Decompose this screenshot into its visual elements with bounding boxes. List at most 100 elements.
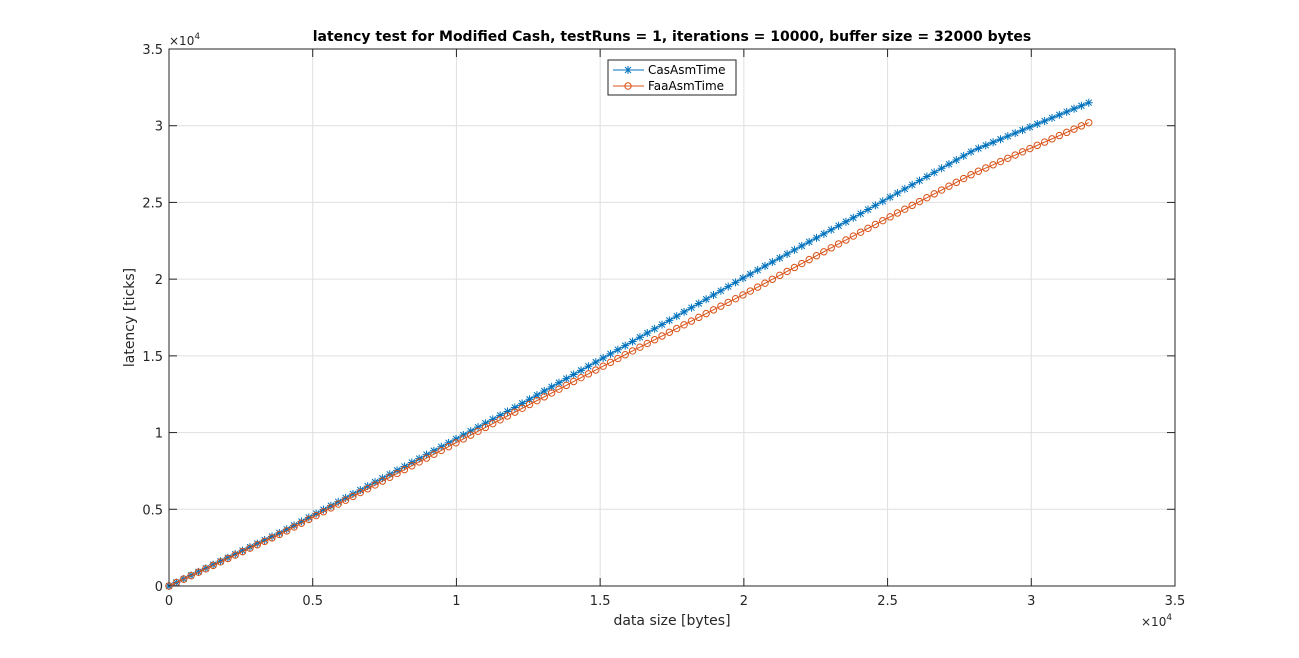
series-marker — [349, 492, 357, 501]
series-marker — [746, 270, 755, 279]
series-marker — [952, 178, 961, 187]
series-marker — [673, 324, 681, 333]
series-marker — [444, 438, 453, 447]
series-marker — [650, 324, 659, 333]
series-marker — [635, 333, 644, 342]
series-marker — [180, 575, 188, 583]
series-marker — [783, 267, 791, 276]
series-marker — [223, 553, 232, 562]
series-marker — [216, 557, 225, 566]
series-marker — [562, 381, 571, 390]
series-marker — [577, 366, 586, 375]
series-marker — [305, 515, 313, 524]
series-marker — [923, 193, 931, 202]
x-tick-label: 0 — [165, 594, 173, 609]
series-marker — [297, 517, 306, 526]
series-marker — [238, 547, 247, 556]
series-marker — [716, 286, 725, 295]
chart-title: latency test for Modified Cash, testRuns… — [313, 29, 1032, 45]
series-marker — [1003, 132, 1012, 141]
series-marker — [952, 156, 961, 165]
series-marker — [915, 176, 924, 185]
series-marker — [702, 309, 710, 318]
series-marker — [768, 258, 777, 267]
series-marker — [312, 509, 321, 518]
series-marker — [1070, 104, 1079, 113]
series-marker — [555, 385, 563, 393]
series-marker — [444, 442, 453, 451]
series-marker — [944, 160, 953, 169]
series-layer — [165, 98, 1093, 590]
series-marker — [775, 253, 784, 262]
y-tick-label: 1.5 — [142, 350, 163, 365]
series-marker — [849, 213, 858, 222]
series-marker — [658, 332, 666, 340]
series-marker — [900, 184, 909, 193]
series-marker — [451, 434, 460, 443]
series-marker — [275, 528, 284, 537]
series-marker — [481, 419, 490, 428]
series-marker — [334, 497, 343, 506]
series-marker — [643, 329, 652, 338]
series-marker — [599, 362, 607, 370]
series-marker — [209, 560, 218, 569]
series-marker — [1062, 107, 1071, 116]
series-marker — [393, 469, 401, 478]
series-marker — [908, 180, 917, 189]
series-marker — [959, 174, 968, 183]
series-marker — [503, 407, 512, 416]
series-marker — [922, 172, 931, 181]
series-marker — [717, 302, 725, 310]
series-marker — [915, 197, 924, 206]
series-marker — [628, 347, 637, 355]
series-marker — [672, 312, 681, 321]
series-marker — [1048, 135, 1056, 143]
series-marker — [827, 244, 835, 252]
series-marker — [606, 358, 615, 367]
series-marker — [606, 349, 615, 358]
x-tick-label: 1.5 — [590, 594, 611, 609]
series-marker — [746, 287, 754, 295]
series-marker — [901, 205, 909, 213]
series-marker — [893, 189, 902, 198]
y-tick-label: 0 — [155, 580, 163, 595]
series-marker — [657, 320, 666, 329]
series-marker — [665, 316, 674, 325]
series-marker — [761, 279, 769, 287]
series-marker — [510, 403, 519, 412]
series-marker — [304, 513, 313, 522]
series-marker — [974, 144, 983, 153]
series-marker — [363, 482, 372, 491]
series-marker — [562, 374, 571, 383]
series-marker — [489, 419, 497, 428]
x-tick-label: 3 — [1027, 594, 1035, 609]
series-marker — [496, 416, 504, 424]
series-marker — [1085, 118, 1093, 127]
series-marker — [231, 550, 240, 559]
y-axis-exponent: ×104 — [169, 32, 200, 48]
series-marker — [687, 317, 696, 325]
series-marker — [967, 147, 976, 156]
series-marker — [731, 278, 740, 287]
series-marker — [1062, 128, 1071, 137]
series-marker — [511, 408, 519, 416]
series-marker — [665, 328, 674, 336]
series-marker — [937, 164, 946, 173]
series-marker — [231, 551, 239, 559]
series-marker — [518, 399, 527, 408]
series-marker — [628, 337, 637, 346]
series-marker — [194, 568, 203, 576]
series-marker — [930, 168, 939, 177]
series-marker — [319, 508, 328, 516]
series-marker — [1040, 116, 1049, 125]
series-marker — [533, 396, 541, 405]
series-marker — [518, 404, 526, 413]
series-marker — [974, 167, 983, 175]
series-marker — [790, 263, 799, 272]
series-marker — [1011, 129, 1020, 138]
series-marker — [886, 193, 895, 202]
series-marker — [224, 554, 232, 563]
series-marker — [202, 565, 210, 573]
series-marker — [591, 358, 600, 367]
series-marker — [282, 525, 291, 534]
